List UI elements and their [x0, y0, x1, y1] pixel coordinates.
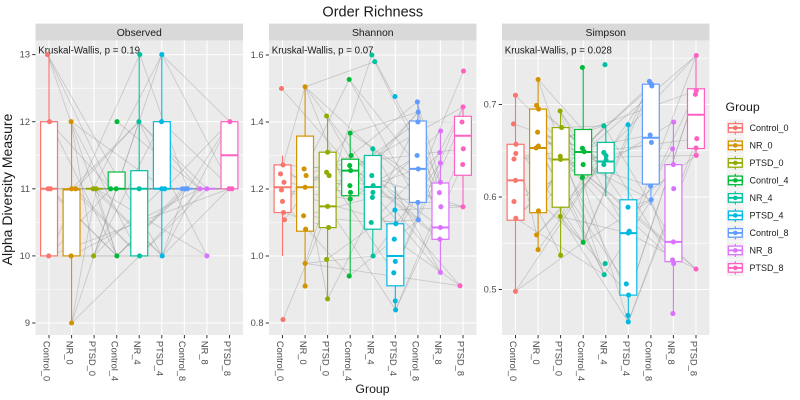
svg-text:PTSD_0: PTSD_0	[750, 158, 784, 168]
svg-text:1.2: 1.2	[251, 184, 264, 194]
svg-text:1.0: 1.0	[251, 251, 264, 261]
svg-text:Simpson: Simpson	[586, 28, 627, 39]
svg-text:Kruskal-Wallis, p = 0.19: Kruskal-Wallis, p = 0.19	[38, 46, 140, 57]
svg-text:0.5: 0.5	[484, 285, 497, 295]
svg-text:Kruskal-Wallis, p = 0.07: Kruskal-Wallis, p = 0.07	[272, 46, 374, 57]
svg-text:0.6: 0.6	[484, 192, 497, 202]
svg-text:0.7: 0.7	[484, 100, 497, 110]
svg-text:NR_0: NR_0	[531, 341, 541, 365]
svg-text:1.6: 1.6	[251, 50, 264, 60]
svg-text:NR_4: NR_4	[365, 341, 375, 365]
svg-text:Alpha Diversity Measure: Alpha Diversity Measure	[0, 113, 15, 265]
svg-text:NR_8: NR_8	[200, 341, 210, 365]
svg-text:PTSD_8: PTSD_8	[750, 263, 784, 273]
svg-text:10: 10	[20, 251, 30, 261]
svg-text:11: 11	[20, 184, 30, 194]
svg-text:PTSD_4: PTSD_4	[388, 341, 398, 376]
svg-text:PTSD_8: PTSD_8	[689, 341, 699, 376]
svg-text:Control_8: Control_8	[750, 228, 789, 238]
svg-text:NR_8: NR_8	[750, 246, 773, 256]
svg-text:PTSD_0: PTSD_0	[553, 341, 563, 376]
svg-text:12: 12	[20, 117, 30, 127]
svg-text:13: 13	[20, 50, 30, 60]
svg-text:Control_8: Control_8	[177, 341, 187, 381]
svg-text:NR_8: NR_8	[433, 341, 443, 365]
svg-text:Control_8: Control_8	[411, 341, 421, 381]
svg-text:PTSD_4: PTSD_4	[621, 341, 631, 376]
svg-text:NR_4: NR_4	[132, 341, 142, 365]
svg-text:Control_0: Control_0	[42, 341, 52, 381]
svg-text:PTSD_8: PTSD_8	[222, 341, 232, 376]
svg-text:Control_0: Control_0	[750, 123, 789, 133]
svg-text:1.4: 1.4	[251, 117, 264, 127]
svg-text:Control_8: Control_8	[644, 341, 654, 381]
svg-text:0.8: 0.8	[251, 318, 264, 328]
svg-text:Control_4: Control_4	[576, 341, 586, 381]
svg-text:NR_0: NR_0	[298, 341, 308, 365]
svg-text:NR_8: NR_8	[666, 341, 676, 365]
svg-text:NR_0: NR_0	[750, 141, 773, 151]
svg-text:Control_4: Control_4	[343, 341, 353, 381]
svg-text:Control_4: Control_4	[109, 341, 119, 381]
svg-text:Group: Group	[355, 382, 389, 396]
svg-text:PTSD_4: PTSD_4	[155, 341, 165, 376]
svg-text:PTSD_0: PTSD_0	[320, 341, 330, 376]
svg-text:Control_0: Control_0	[508, 341, 518, 381]
svg-text:NR_4: NR_4	[750, 193, 773, 203]
svg-text:Kruskal-Wallis, p = 0.028: Kruskal-Wallis, p = 0.028	[505, 46, 612, 57]
svg-text:Observed: Observed	[117, 28, 162, 39]
svg-text:PTSD_0: PTSD_0	[87, 341, 97, 376]
svg-text:Group: Group	[726, 100, 760, 114]
svg-text:NR_0: NR_0	[64, 341, 74, 365]
svg-text:PTSD_8: PTSD_8	[456, 341, 466, 376]
svg-text:Control_0: Control_0	[275, 341, 285, 381]
svg-text:9: 9	[25, 318, 30, 328]
svg-text:NR_4: NR_4	[599, 341, 609, 365]
svg-text:Control_4: Control_4	[750, 176, 789, 186]
svg-text:PTSD_4: PTSD_4	[750, 211, 784, 221]
svg-text:Order Richness: Order Richness	[322, 5, 423, 21]
svg-text:Shannon: Shannon	[352, 28, 394, 39]
